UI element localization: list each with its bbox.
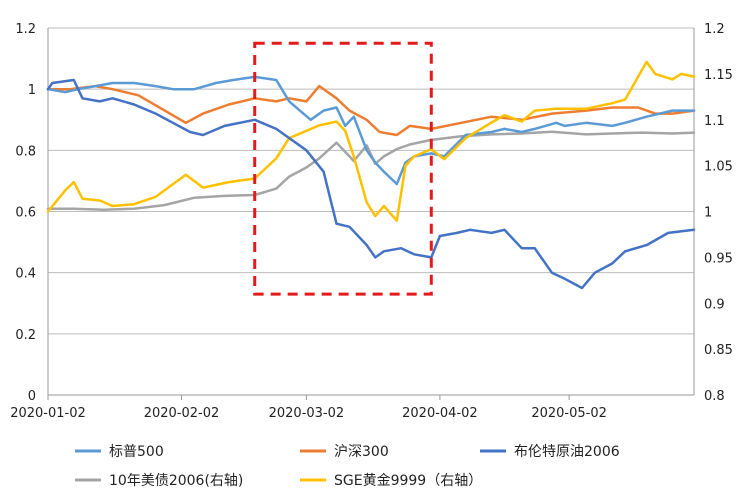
series-line-5	[46, 60, 696, 222]
series-line-4	[46, 130, 696, 211]
left-tick-label: 1	[28, 83, 36, 98]
left-tick-label: 0.2	[15, 328, 36, 343]
right-y-axis-ticks: 0.8 0.85 0.9 0.95 1 1.05 1.1 1.15 1.2	[704, 22, 733, 404]
left-tick-label: 0.6	[15, 206, 36, 221]
series-lines	[46, 60, 696, 290]
right-tick-label: 0.85	[704, 343, 733, 358]
legend: 标普500 沪深300 布伦特原油2006 10年美债2006(右轴) SGE黄金999…	[75, 444, 620, 489]
left-tick-label: 0	[28, 389, 36, 404]
left-tick-label: 1.2	[15, 22, 36, 37]
highlight-box	[253, 41, 433, 296]
right-tick-label: 0.8	[704, 389, 725, 404]
x-tick-label: 2020-01-02	[10, 406, 86, 421]
series-line-1	[46, 75, 696, 186]
series-line-3	[46, 78, 696, 290]
legend-label-4: 10年美债2006(右轴)	[109, 473, 243, 489]
legend-label-5: SGE黄金9999（右轴）	[334, 472, 482, 489]
left-tick-label: 0.8	[15, 144, 36, 159]
left-y-axis-ticks: 0 0.2 0.4 0.6 0.8 1 1.2	[15, 22, 36, 404]
right-tick-label: 1.1	[704, 114, 725, 129]
right-tick-label: 1.15	[704, 68, 733, 83]
dashed-highlight-rect	[253, 41, 433, 296]
x-tick-label: 2020-05-02	[531, 406, 607, 421]
left-tick-label: 0.4	[15, 267, 36, 282]
x-axis-ticks: 2020-01-02 2020-02-02 2020-03-02 2020-04-02…	[10, 395, 607, 421]
legend-label-1: 标普500	[109, 444, 164, 460]
right-tick-label: 1	[704, 206, 712, 221]
right-tick-label: 1.05	[704, 160, 733, 175]
right-tick-label: 0.95	[704, 251, 733, 266]
legend-label-3: 布伦特原油2006	[514, 444, 620, 460]
legend-label-2: 沪深300	[334, 444, 389, 460]
x-tick-label: 2020-04-02	[402, 406, 478, 421]
series-line-2	[46, 84, 696, 137]
right-tick-label: 1.2	[704, 22, 725, 37]
grid-lines	[48, 27, 694, 335]
right-tick-label: 0.9	[704, 297, 725, 312]
x-tick-label: 2020-02-02	[144, 406, 220, 421]
x-tick-label: 2020-03-02	[269, 406, 345, 421]
